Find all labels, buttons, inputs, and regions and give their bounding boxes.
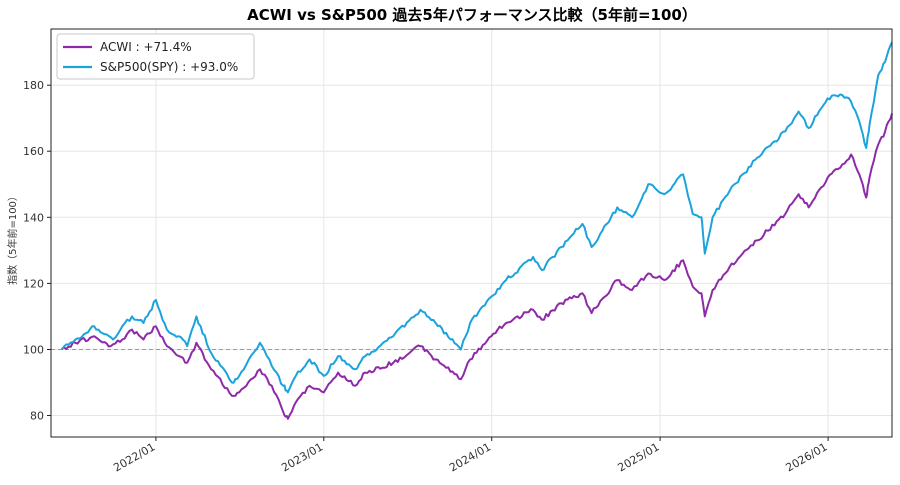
series-line-1 — [60, 41, 893, 394]
legend-label-acwi: ACWI : +71.4% — [100, 40, 192, 54]
x-axis: 2022/01 2023/01 2024/01 2025/01 2026/01 — [111, 437, 830, 474]
chart-title: ACWI vs S&P500 過去5年パフォーマンス比較（5年前=100） — [247, 6, 697, 24]
legend: ACWI : +71.4% S&P500(SPY) : +93.0% — [56, 33, 255, 80]
x-tick-label: 2025/01 — [616, 440, 662, 474]
x-tick-label: 2026/01 — [784, 440, 830, 474]
x-tick-label: 2023/01 — [279, 440, 325, 474]
series-line-0 — [60, 113, 893, 420]
series-layer — [60, 41, 893, 420]
y-tick-label: 120 — [23, 277, 44, 290]
y-tick-label: 80 — [30, 410, 44, 423]
y-tick-label: 100 — [23, 344, 44, 357]
y-tick-label: 140 — [23, 211, 44, 224]
legend-box — [56, 33, 255, 80]
y-tick-label: 180 — [23, 79, 44, 92]
x-tick-label: 2024/01 — [447, 440, 493, 474]
x-tick-label: 2022/01 — [111, 440, 157, 474]
y-axis: 80 100 120 140 160 180 — [23, 79, 51, 423]
plot-area-frame — [50, 28, 893, 438]
legend-label-spy: S&P500(SPY) : +93.0% — [100, 60, 238, 74]
y-axis-label: 指数（5年前=100） — [6, 191, 19, 285]
y-tick-label: 160 — [23, 145, 44, 158]
grid — [51, 29, 892, 437]
